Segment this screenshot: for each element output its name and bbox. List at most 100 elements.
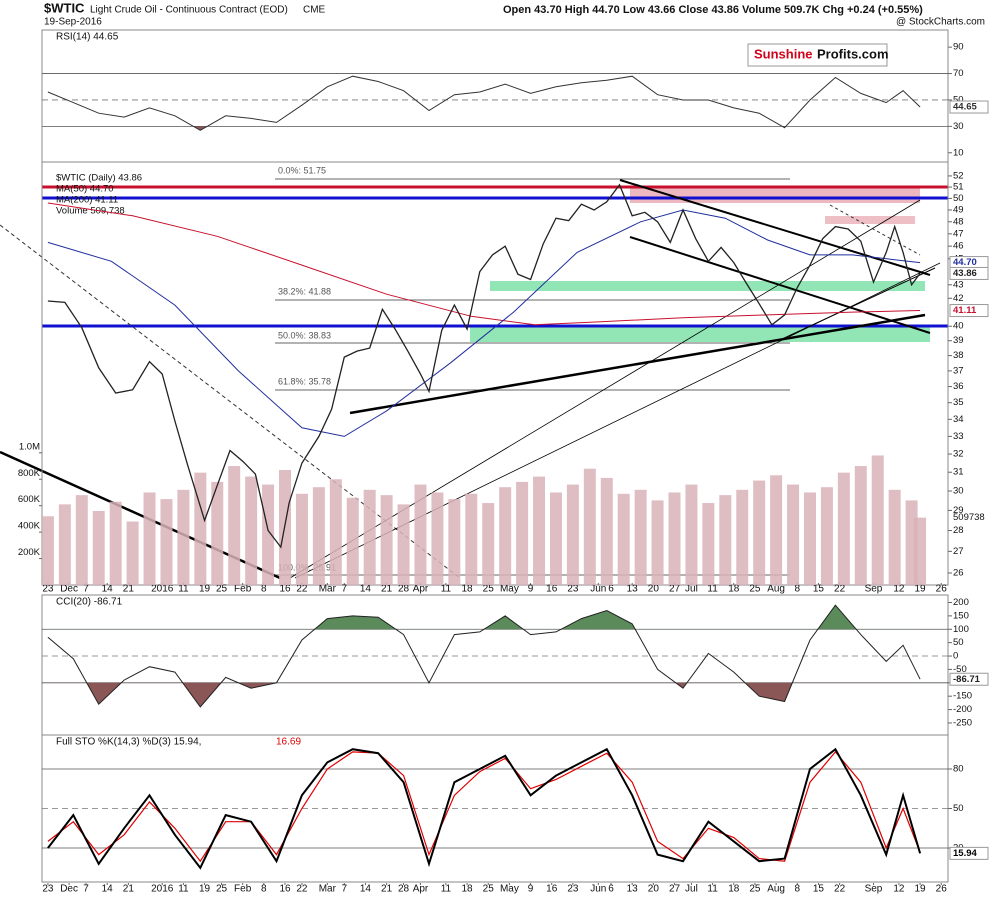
series-line	[47, 750, 921, 863]
x-tick-label: 11	[707, 584, 718, 595]
y-tick-label: 49	[953, 204, 964, 215]
x-tick-label: 11	[441, 584, 452, 595]
x-tick-label: 25	[483, 584, 495, 595]
x-tick-label: 14	[360, 584, 372, 595]
last-label: 43.86	[953, 268, 977, 279]
x-tick-label: 18	[461, 884, 473, 895]
x-tick-label: Aug	[767, 584, 785, 595]
x-tick-label: 9	[528, 584, 534, 595]
y-tick-label: 50	[953, 94, 964, 105]
volume-bar	[126, 521, 139, 585]
x-tick-label: 6	[608, 884, 614, 895]
x-tick-label: 18	[728, 884, 740, 895]
y-tick-label: 31	[953, 467, 964, 478]
shaded-area	[314, 605, 857, 630]
legend-entry: MA(200) 41.11	[56, 195, 118, 206]
x-tick-label: 22	[296, 584, 308, 595]
x-tick-label: 2016	[151, 884, 174, 895]
x-tick-label: 14	[102, 884, 114, 895]
x-tick-label: 21	[381, 584, 393, 595]
x-tick-label: Sep	[865, 884, 883, 895]
y-tick-label: 10	[953, 147, 964, 158]
x-tick-label: Dec	[60, 584, 78, 595]
y-tick-label: 50	[953, 803, 964, 814]
trend-line	[349, 313, 926, 415]
resistance-zone	[825, 216, 915, 224]
support-zone	[490, 281, 925, 291]
x-tick-label: 16	[279, 584, 291, 595]
panel-frame	[41, 161, 949, 586]
y-tick-label: 35	[953, 397, 964, 408]
trend-line	[289, 199, 921, 579]
y-tick-label: 52	[953, 170, 964, 181]
volume-bar	[617, 493, 630, 585]
x-tick-label: Jul	[685, 584, 698, 595]
volume-bar	[109, 501, 122, 585]
volume-bar	[295, 493, 308, 585]
y-tick-label: 36	[953, 381, 964, 392]
volume-bar	[194, 472, 207, 585]
y-tick-label: 80	[953, 763, 964, 774]
y-tick-label: 200	[953, 597, 969, 608]
volume-bar	[854, 466, 867, 585]
x-tick-label: Jul	[685, 884, 698, 895]
x-tick-label: 11	[707, 884, 718, 895]
volume-bar	[837, 472, 850, 585]
last-label: 41.11	[953, 305, 977, 316]
volume-bar	[871, 455, 884, 585]
x-tick-label: 25	[749, 884, 761, 895]
x-tick-label: Aug	[767, 884, 785, 895]
y2-tick-label: 1.0M	[19, 441, 40, 452]
last-label: -86.71	[953, 674, 981, 685]
x-tick-label: 7	[83, 884, 89, 895]
y-tick-label: 29	[953, 505, 964, 516]
x-tick-label: 11	[178, 584, 189, 595]
volume-bar	[787, 484, 800, 585]
y-tick-label: 0	[953, 651, 958, 662]
x-tick-label: 7	[83, 584, 89, 595]
volume-bar	[245, 476, 258, 585]
y-tick-label: 33	[953, 431, 964, 442]
x-tick-label: Mar	[319, 584, 337, 595]
x-tick-label: 15	[813, 884, 825, 895]
volume-bar	[262, 484, 275, 585]
panel-title: Full STO %K(14,3) %D(3) 15.94,	[56, 737, 201, 748]
x-tick-label: 16	[546, 884, 558, 895]
exchange: CME	[303, 5, 326, 16]
volume-bar	[465, 493, 478, 585]
x-tick-label: 27	[669, 584, 681, 595]
volume-bar	[92, 510, 105, 585]
volume-bar	[414, 484, 427, 585]
volume-bar	[228, 466, 241, 585]
volume-bar	[482, 503, 495, 585]
resistance-zone	[630, 187, 920, 203]
volume-bar	[211, 481, 224, 585]
volume-bar	[651, 500, 664, 585]
last-label: 509738	[953, 512, 985, 523]
volume-bar	[160, 499, 173, 585]
x-tick-label: 12	[893, 884, 905, 895]
legend-entry: MA(50) 44.70	[56, 184, 114, 195]
x-tick-label: 23	[42, 584, 54, 595]
series-line	[47, 747, 922, 870]
x-tick-label: 13	[627, 584, 639, 595]
logo-box	[747, 43, 888, 67]
x-tick-label: 9	[528, 884, 534, 895]
x-tick-label: 8	[261, 584, 267, 595]
x-tick-label: 11	[178, 884, 189, 895]
x-tick-label: 23	[567, 884, 579, 895]
panel-title: 16.69	[276, 737, 301, 748]
y-tick-label: 27	[953, 546, 964, 557]
x-tick-label: 7	[342, 584, 348, 595]
x-tick-label: 21	[123, 584, 135, 595]
trend-line	[829, 204, 921, 256]
fib-label: 61.8%: 35.78	[278, 376, 331, 386]
series-line	[47, 209, 921, 437]
legend-entry: Volume 509,738	[56, 206, 125, 217]
x-tick-label: Sep	[865, 584, 883, 595]
x-tick-label: 8	[795, 884, 801, 895]
volume-bar	[914, 517, 927, 585]
volume-bar	[75, 495, 88, 585]
panel-title: CCI(20) -86.71	[56, 597, 123, 608]
date: 19-Sep-2016	[44, 17, 102, 28]
